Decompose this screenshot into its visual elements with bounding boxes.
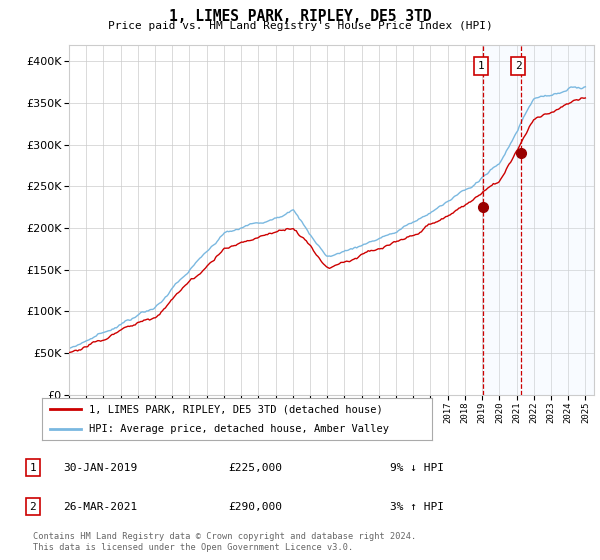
Text: 1: 1 <box>29 463 37 473</box>
Text: 1, LIMES PARK, RIPLEY, DE5 3TD (detached house): 1, LIMES PARK, RIPLEY, DE5 3TD (detached… <box>89 404 383 414</box>
Text: £290,000: £290,000 <box>228 502 282 512</box>
Text: 2: 2 <box>515 60 521 71</box>
Text: 26-MAR-2021: 26-MAR-2021 <box>63 502 137 512</box>
Text: HPI: Average price, detached house, Amber Valley: HPI: Average price, detached house, Ambe… <box>89 424 389 434</box>
Text: 2: 2 <box>29 502 37 512</box>
Text: £225,000: £225,000 <box>228 463 282 473</box>
Text: Price paid vs. HM Land Registry's House Price Index (HPI): Price paid vs. HM Land Registry's House … <box>107 21 493 31</box>
Text: 1: 1 <box>478 60 484 71</box>
Text: 9% ↓ HPI: 9% ↓ HPI <box>390 463 444 473</box>
Bar <box>484 45 594 395</box>
Text: 1, LIMES PARK, RIPLEY, DE5 3TD: 1, LIMES PARK, RIPLEY, DE5 3TD <box>169 9 431 24</box>
Text: 3% ↑ HPI: 3% ↑ HPI <box>390 502 444 512</box>
Text: 30-JAN-2019: 30-JAN-2019 <box>63 463 137 473</box>
Text: Contains HM Land Registry data © Crown copyright and database right 2024.
This d: Contains HM Land Registry data © Crown c… <box>33 532 416 552</box>
